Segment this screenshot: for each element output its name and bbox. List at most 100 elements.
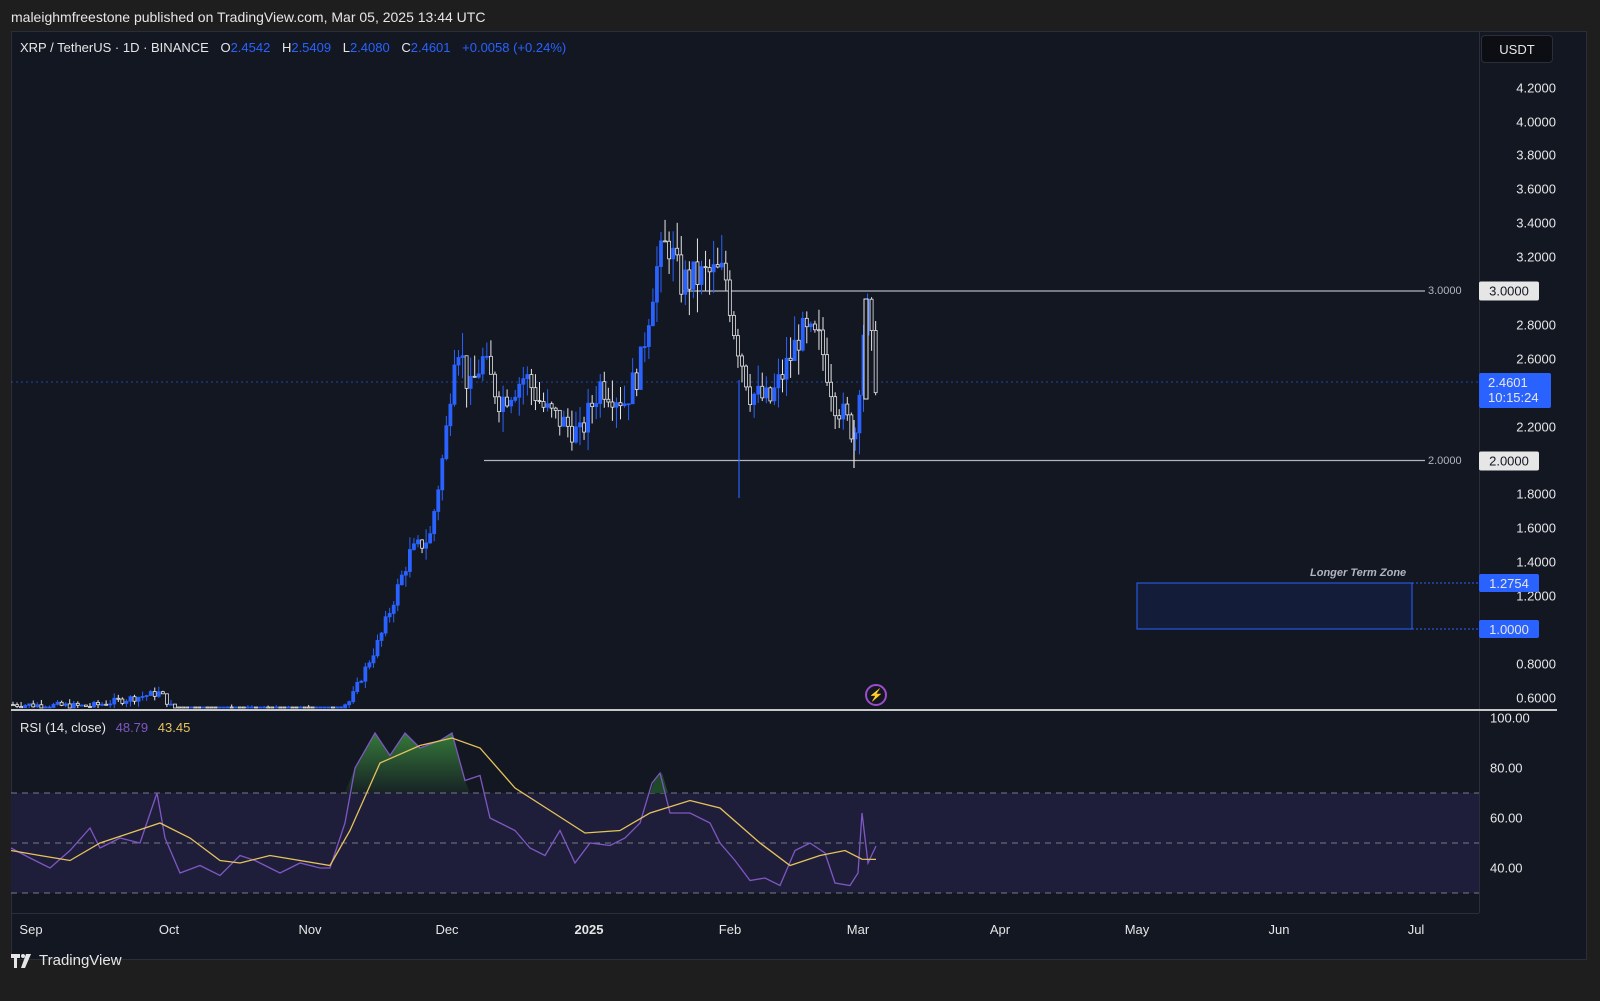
lightning-icon[interactable]: ⚡ <box>865 684 887 706</box>
candle-body <box>367 662 372 668</box>
candle-body <box>549 403 554 409</box>
candle-body <box>845 403 850 416</box>
candle-body <box>51 703 56 708</box>
candle-body <box>209 706 214 709</box>
candle-body <box>553 407 558 411</box>
candle-body <box>723 262 728 281</box>
candle-body <box>124 700 129 704</box>
candle-body <box>748 386 752 406</box>
candle-body <box>744 365 748 388</box>
candle-body <box>695 261 700 285</box>
candle-body <box>683 269 688 295</box>
candle-body <box>711 264 716 273</box>
price-tick: 4.0000 <box>1516 114 1556 129</box>
candle-body <box>67 703 72 709</box>
candle-body <box>403 571 408 576</box>
pane-separator[interactable] <box>11 709 1557 711</box>
candle-body <box>144 695 149 697</box>
time-tick: Jun <box>1268 922 1290 937</box>
candle-body <box>108 703 113 706</box>
candle-body <box>278 706 283 709</box>
candle-body <box>873 330 878 394</box>
candle-body <box>448 403 453 427</box>
candle-body <box>586 402 590 433</box>
candle-body <box>513 396 518 401</box>
candle-body <box>594 403 599 408</box>
candle-body <box>788 357 793 361</box>
candle-body <box>472 375 477 378</box>
candle-body <box>391 604 396 614</box>
candle-body <box>452 364 457 405</box>
candle-body <box>156 691 161 697</box>
candle-body <box>241 706 246 709</box>
candle-body <box>614 402 619 408</box>
high-value: 2.5409 <box>291 40 332 55</box>
candle-body <box>432 511 437 535</box>
candle-body <box>833 396 838 417</box>
time-tick: Oct <box>158 922 180 937</box>
candle-body <box>634 372 639 390</box>
candle-body <box>173 703 177 709</box>
candle-body <box>310 706 315 709</box>
candle-body <box>537 400 542 403</box>
price-tick: 3.2000 <box>1516 249 1556 265</box>
candle-body <box>416 539 420 545</box>
candle-body <box>294 706 299 709</box>
zone-bottom-tag: 1.0000 <box>1479 620 1539 638</box>
candle-body <box>484 355 489 358</box>
time-tick: 2025 <box>574 922 604 937</box>
candle-body <box>395 584 400 606</box>
candle-body <box>399 574 404 586</box>
candle-body <box>776 374 781 389</box>
candle-body <box>314 706 319 709</box>
candle-body <box>92 702 96 708</box>
candle-body <box>282 706 287 709</box>
price-axis[interactable]: 4.2000 4.0000 3.8000 3.6000 3.4000 3.2000 2.80… <box>1479 31 1588 711</box>
candle-body <box>796 339 801 351</box>
candle-body <box>339 706 343 709</box>
candle-body <box>140 696 145 698</box>
candle-body <box>290 706 295 709</box>
candle-body <box>667 240 671 260</box>
candle-body <box>201 706 206 709</box>
price-tick: 0.8000 <box>1516 656 1556 672</box>
candle-body <box>703 266 708 269</box>
candle-body <box>298 706 303 709</box>
candle-body <box>71 702 76 709</box>
candle-body <box>440 458 445 491</box>
candle-body <box>780 374 785 380</box>
candle-body <box>727 279 732 316</box>
time-axis[interactable]: Sep Oct Nov Dec 2025 Feb Mar Apr May Jun Jul <box>11 913 1479 944</box>
candle-body <box>335 706 339 709</box>
candle-body <box>359 680 364 683</box>
candle-body <box>59 701 64 706</box>
rsi-tick: 60.00 <box>1490 810 1523 826</box>
rsi-axis[interactable]: 100.00 80.00 60.00 40.00 <box>1479 711 1588 913</box>
rsi-title[interactable]: RSI (14, close) <box>20 720 106 735</box>
candle-body <box>270 706 275 709</box>
candle-body <box>15 704 19 707</box>
line-2-label: 2.0000 <box>1428 455 1462 467</box>
candle-body <box>618 402 623 407</box>
line-3-label: 3.0000 <box>1428 285 1462 297</box>
level-2-tag: 2.0000 <box>1479 451 1539 471</box>
candle-body <box>160 691 165 695</box>
candle-body <box>428 533 433 544</box>
price-tick: 0.6000 <box>1516 690 1556 706</box>
candle-body <box>505 396 510 407</box>
time-tick: Feb <box>718 922 742 937</box>
candle-body <box>221 706 226 709</box>
currency-button[interactable]: USDT <box>1481 35 1553 63</box>
candle-body <box>39 704 44 709</box>
candle-body <box>784 357 789 380</box>
candle-body <box>233 706 238 709</box>
candle-body <box>444 425 449 460</box>
candle-body <box>638 346 643 390</box>
symbol-name[interactable]: XRP / TetherUS · 1D · BINANCE <box>20 40 209 55</box>
candle-body <box>148 691 153 696</box>
candle-body <box>152 691 157 697</box>
candle-body <box>740 355 744 367</box>
time-tick: Nov <box>298 922 322 937</box>
candle-body <box>355 681 360 692</box>
